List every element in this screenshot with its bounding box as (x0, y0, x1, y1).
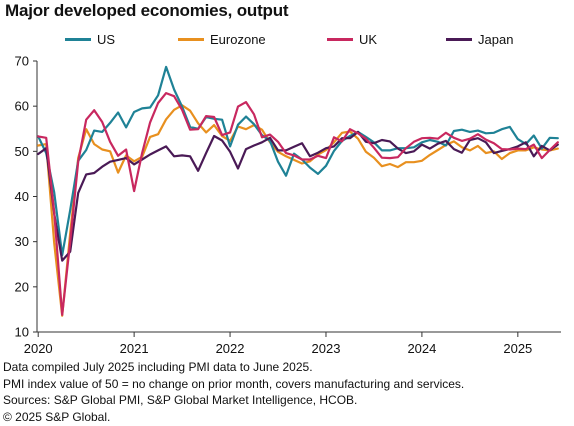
legend-label-eurozone: Eurozone (210, 31, 266, 47)
legend-label-us: US (97, 31, 116, 47)
y-tick-label: 50 (15, 144, 29, 159)
x-tick-label: 2020 (24, 341, 53, 356)
x-tick-label: 2025 (503, 341, 532, 356)
legend-item-japan: Japan (446, 31, 513, 47)
footnote-compiled: Data compiled July 2025 including PMI da… (3, 360, 313, 374)
x-tick-label: 2021 (120, 341, 149, 356)
series-line-japan (37, 130, 559, 262)
legend-label-uk: UK (359, 31, 378, 47)
footnote-pmi-definition: PMI index value of 50 = no change on pri… (3, 376, 465, 391)
legend-swatch-japan (446, 37, 472, 41)
chart-axes: 10 20 30 40 50 60 70 2020 2021 2022 2023 2024 2025 (15, 54, 561, 356)
legend-item-uk: UK (327, 31, 377, 47)
y-tick-label: 70 (15, 54, 29, 69)
footnotes: Data compiled July 2025 including PMI da… (3, 359, 464, 425)
series-line-uk (37, 91, 559, 316)
series-line-eurozone (37, 104, 559, 317)
legend-item-eurozone: Eurozone (178, 31, 266, 47)
y-tick-label: 40 (15, 189, 29, 204)
x-tick-label: 2022 (216, 341, 245, 356)
legend-swatch-eurozone (178, 37, 204, 41)
footnote-sources: Sources: S&P Global PMI, S&P Global Mark… (3, 393, 358, 407)
legend-item-us: US (65, 31, 115, 47)
footnote-copyright: © 2025 S&P Global. (3, 409, 111, 424)
x-tick-label: 2023 (312, 341, 341, 356)
y-tick-label: 20 (15, 279, 29, 294)
y-tick-label: 10 (15, 325, 29, 340)
chart-series (37, 65, 559, 317)
legend-swatch-us (65, 37, 91, 41)
chart-title: Major developed economies, output (5, 1, 289, 20)
y-tick-label: 60 (15, 99, 29, 114)
legend-swatch-uk (327, 37, 353, 41)
x-tick-label: 2024 (407, 341, 436, 356)
legend-label-japan: Japan (478, 31, 514, 47)
y-tick-label: 30 (15, 234, 29, 249)
